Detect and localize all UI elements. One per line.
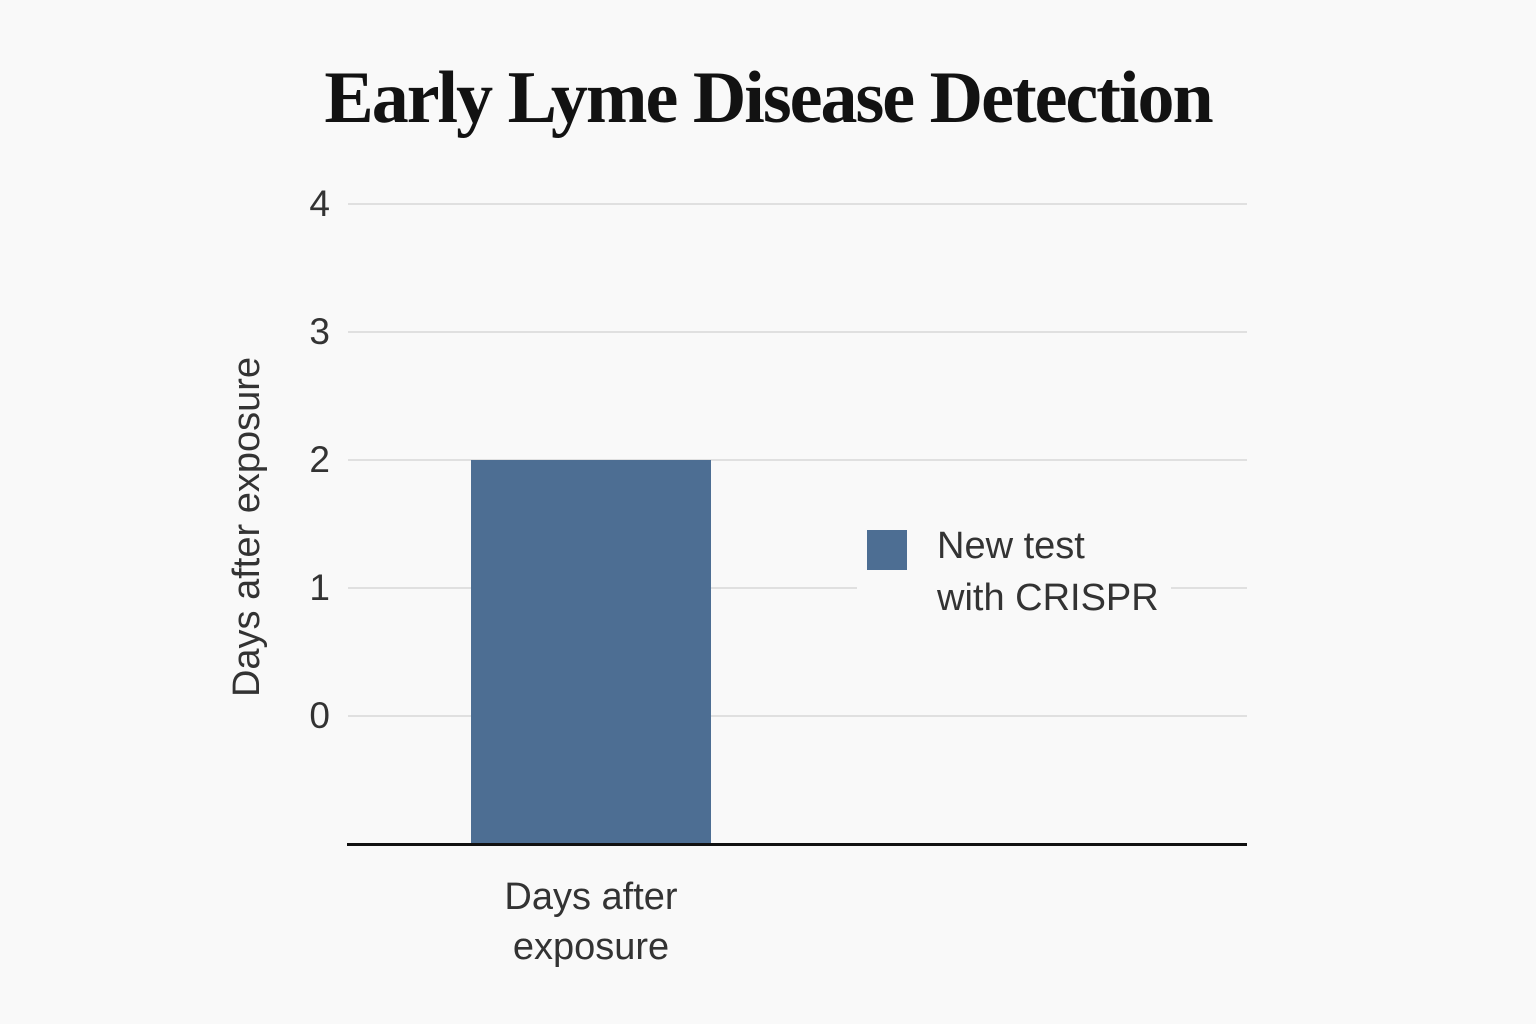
y-tick-label-3: 3 [309,311,330,352]
gridline-0 [348,715,1247,717]
chart-title: Early Lyme Disease Detection [324,57,1213,139]
y-tick-label-2: 2 [309,439,330,480]
x-category-label: Days after exposure [504,876,678,968]
gridline-3 [348,331,1247,333]
gridline-4 [348,203,1247,205]
y-tick-label-0: 0 [309,695,330,736]
gridline-2 [348,459,1247,461]
x-axis-line [347,843,1247,846]
legend-swatch-icon [867,530,907,570]
y-tick-label-4: 4 [309,183,330,224]
y-tick-label-1: 1 [309,567,330,608]
bar-days-after-exposure [471,460,711,844]
gridline-1 [348,587,1247,589]
legend: New test with CRISPR [857,516,1171,632]
legend-label: New test with CRISPR [937,525,1159,619]
y-axis-title: Days after exposure [226,356,268,698]
